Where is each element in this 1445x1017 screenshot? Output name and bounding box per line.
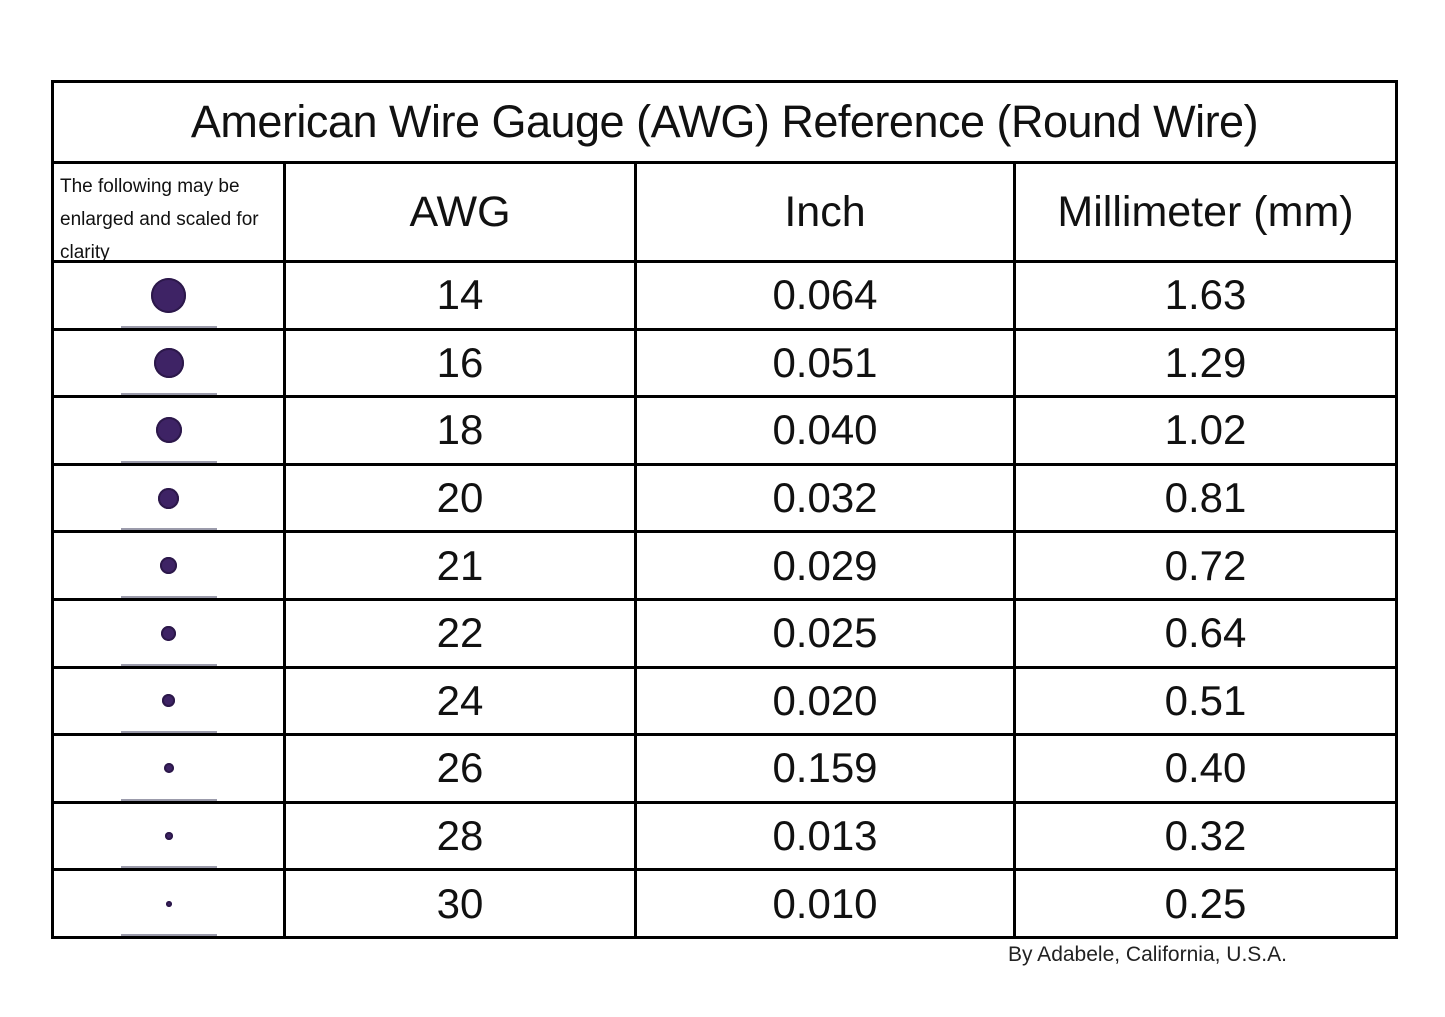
wire-dot-cell <box>54 733 283 801</box>
wire-size-dot <box>153 347 184 378</box>
awg-value: 22 <box>283 597 634 666</box>
awg-value: 14 <box>283 260 634 328</box>
awg-value: 28 <box>283 800 634 869</box>
scale-note: The following may be enlarged and scaled… <box>54 161 283 260</box>
wire-size-dot <box>155 417 182 444</box>
dot-underline <box>120 393 217 396</box>
inch-value: 0.032 <box>634 462 1013 531</box>
dot-underline <box>120 663 217 666</box>
dot-underline <box>120 528 217 531</box>
dot-underline <box>120 866 217 869</box>
credit-text: By Adabele, California, U.S.A. <box>1008 943 1287 966</box>
awg-value: 18 <box>283 395 634 463</box>
wire-dot-cell <box>54 530 283 598</box>
mm-value: 0.51 <box>1013 665 1395 734</box>
inch-value: 0.159 <box>634 733 1013 801</box>
inch-value: 0.020 <box>634 665 1013 734</box>
dot-underline <box>120 595 217 598</box>
wire-dot-cell <box>54 260 283 328</box>
awg-reference-table: American Wire Gauge (AWG) Reference (Rou… <box>51 80 1398 939</box>
dot-underline <box>120 933 217 936</box>
dot-underline <box>120 460 217 463</box>
inch-value: 0.013 <box>634 800 1013 869</box>
inch-value: 0.040 <box>634 395 1013 463</box>
awg-value: 26 <box>283 733 634 801</box>
inch-value: 0.029 <box>634 530 1013 598</box>
wire-dot-cell <box>54 395 283 463</box>
wire-size-dot <box>161 625 176 641</box>
wire-size-dot <box>162 694 175 708</box>
dot-underline <box>120 325 217 328</box>
mm-value: 1.29 <box>1013 327 1395 396</box>
awg-value: 16 <box>283 327 634 396</box>
wire-size-dot <box>163 763 174 774</box>
mm-value: 0.64 <box>1013 597 1395 666</box>
awg-value: 30 <box>283 868 634 936</box>
column-header-mm: Millimeter (mm) <box>1013 161 1395 260</box>
awg-value: 21 <box>283 530 634 598</box>
mm-value: 0.40 <box>1013 733 1395 801</box>
wire-dot-cell <box>54 800 283 869</box>
wire-dot-cell <box>54 868 283 936</box>
wire-size-dot <box>151 277 186 313</box>
mm-value: 1.63 <box>1013 260 1395 328</box>
mm-value: 0.81 <box>1013 462 1395 531</box>
inch-value: 0.025 <box>634 597 1013 666</box>
column-header-inch: Inch <box>634 161 1013 260</box>
column-header-awg: AWG <box>283 161 634 260</box>
mm-value: 0.32 <box>1013 800 1395 869</box>
wire-dot-cell <box>54 597 283 666</box>
inch-value: 0.051 <box>634 327 1013 396</box>
awg-value: 20 <box>283 462 634 531</box>
mm-value: 0.25 <box>1013 868 1395 936</box>
table-title: American Wire Gauge (AWG) Reference (Rou… <box>190 96 1259 147</box>
mm-value: 0.72 <box>1013 530 1395 598</box>
dot-underline <box>120 798 217 801</box>
awg-value: 24 <box>283 665 634 734</box>
mm-value: 1.02 <box>1013 395 1395 463</box>
wire-size-dot <box>158 487 179 509</box>
wire-dot-cell <box>54 665 283 734</box>
dot-underline <box>120 731 217 734</box>
wire-size-dot <box>164 832 173 841</box>
inch-value: 0.010 <box>634 868 1013 936</box>
inch-value: 0.064 <box>634 260 1013 328</box>
wire-size-dot <box>165 900 172 907</box>
wire-dot-cell <box>54 327 283 396</box>
wire-dot-cell <box>54 462 283 531</box>
wire-size-dot <box>160 557 177 575</box>
